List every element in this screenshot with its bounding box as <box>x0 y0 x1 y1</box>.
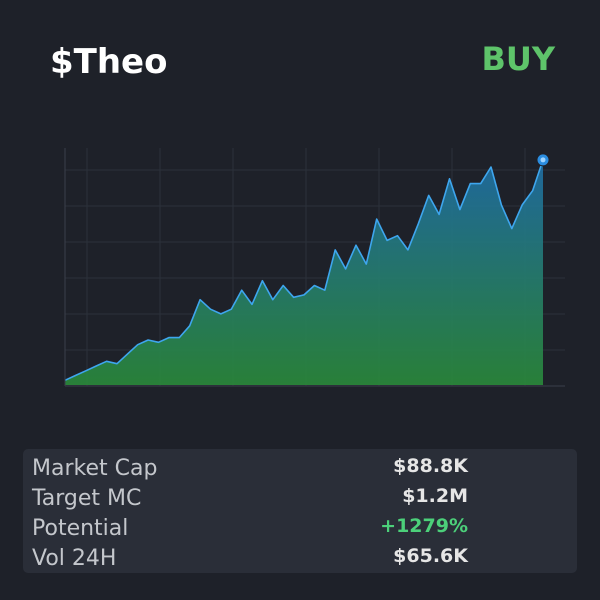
stat-label: Vol 24H <box>32 546 116 571</box>
stat-label: Potential <box>32 516 128 541</box>
stats-panel <box>23 449 577 573</box>
last-point-core <box>540 157 546 163</box>
token-title: $Theo <box>50 42 167 82</box>
stats: Market Cap $88.8K Target MC $1.2M Potential +… <box>31 455 469 571</box>
area <box>65 159 543 385</box>
stat-label: Market Cap <box>32 456 157 481</box>
price-line <box>64 159 544 382</box>
stat-label: Target MC <box>31 486 141 511</box>
stat-value: $65.6K <box>393 545 469 567</box>
signal: BUY <box>481 40 555 78</box>
plot <box>64 153 550 385</box>
stat-value: $1.2M <box>402 485 468 507</box>
stat-value: +1279% <box>380 515 468 537</box>
stat-value: $88.8K <box>393 455 469 477</box>
